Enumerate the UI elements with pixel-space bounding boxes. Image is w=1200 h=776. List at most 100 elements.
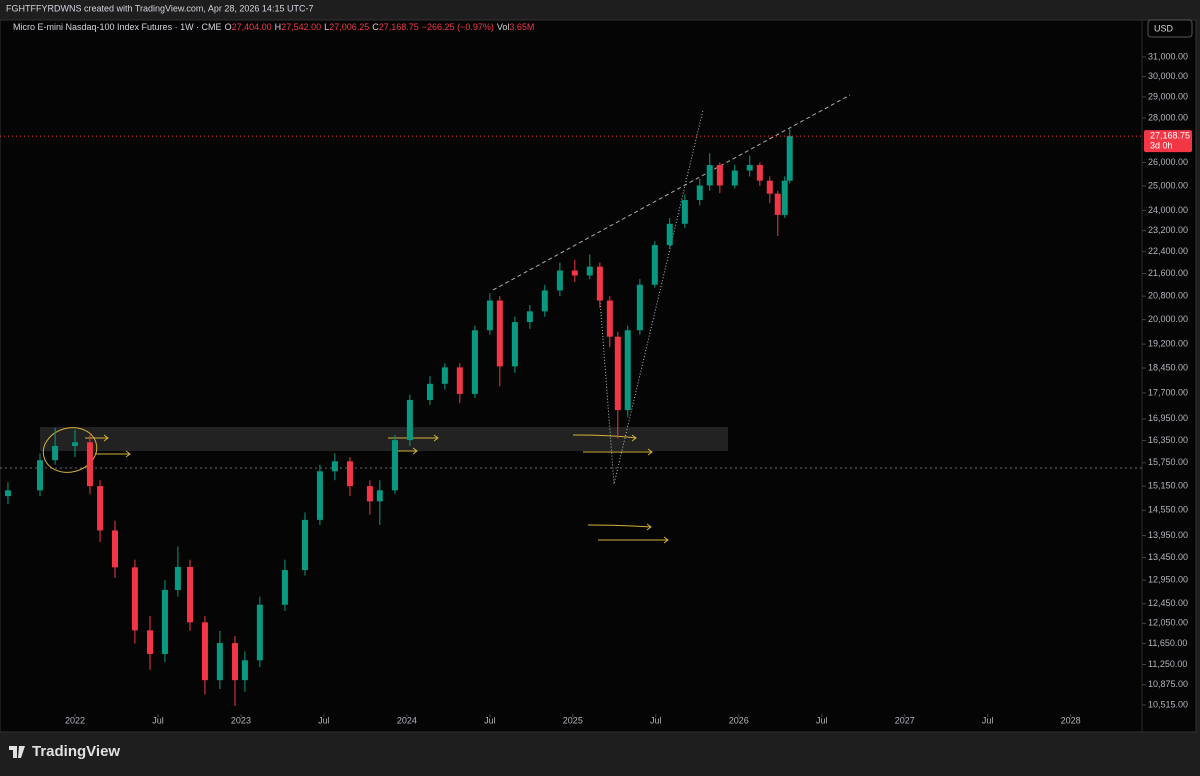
y-tick-label: 20,000.00 (1148, 314, 1188, 324)
chart-pane (0, 19, 1197, 733)
currency-button[interactable] (1147, 19, 1193, 38)
candle-body (526, 311, 533, 323)
symbol-legend: Micro E-mini Nasdaq-100 Index Futures · … (13, 22, 534, 32)
candle-body (301, 519, 308, 571)
brand-logo (9, 746, 25, 758)
candle-body (571, 270, 578, 276)
zone (40, 427, 728, 451)
y-tick-label: 13,450.00 (1148, 552, 1188, 562)
candle-body (766, 180, 773, 194)
candle-body (441, 367, 448, 384)
y-tick-label: 18,450.00 (1148, 362, 1188, 372)
y-tick-label: 22,400.00 (1148, 246, 1188, 256)
candle-body (696, 185, 703, 201)
y-tick-label: 25,000.00 (1148, 180, 1188, 190)
candle-body (4, 490, 11, 497)
candle-body (256, 604, 263, 661)
ohlc-value: 27,542.00 (281, 22, 321, 32)
candle-body (746, 164, 753, 171)
candle-body (131, 567, 138, 631)
symbol: Micro E-mini Nasdaq-100 Index Futures · … (13, 22, 222, 32)
candle-body (111, 530, 118, 568)
candle-body (731, 170, 738, 186)
candle-body (97, 486, 104, 531)
candle-body (596, 266, 603, 301)
candle-body (781, 180, 788, 215)
candle-body (774, 193, 781, 215)
currency[interactable]: USD (1154, 23, 1174, 33)
candle-body (201, 622, 208, 681)
arrows (42, 427, 669, 544)
price-tag-price: 27,168.75 (1150, 130, 1190, 140)
brand: TradingView (32, 743, 120, 760)
trendline (492, 94, 851, 291)
x-tick-label: 2024 (397, 715, 417, 725)
plot: 31,000.00 30,000.00 29,000.00 28,000.00 26,0… (0, 51, 1192, 725)
x-tick-label: Jul (152, 715, 164, 725)
candle-body (706, 164, 713, 186)
candle-body (72, 442, 79, 446)
candle-body (216, 643, 223, 681)
credit: FGHTFFYRDWNS created with TradingView.co… (6, 3, 313, 13)
candle-body (651, 245, 658, 285)
candle-body (471, 330, 478, 394)
y-tick-label: 19,200.00 (1148, 339, 1188, 349)
candle-body (541, 290, 548, 312)
candle-body (556, 270, 563, 291)
candle-body (376, 490, 383, 502)
y-tick-label: 29,000.00 (1148, 91, 1188, 101)
ohlc-value: 27,168.75 (379, 22, 419, 32)
x-tick-label: 2028 (1061, 715, 1081, 725)
y-tick-label: 15,750.00 (1148, 457, 1188, 467)
ohlc-label: H (275, 22, 282, 32)
candle-body (511, 322, 518, 367)
candle-body (681, 200, 688, 224)
y-tick-label: 21,600.00 (1148, 268, 1188, 278)
candle-body (281, 570, 288, 605)
change: −266.25 (−0.97%) (422, 22, 494, 32)
x-tick-label: 2027 (895, 715, 915, 725)
x-tick-label: 2023 (231, 715, 251, 725)
candle-body (331, 461, 338, 472)
candle-body (786, 136, 793, 181)
y-tick-label: 12,050.00 (1148, 618, 1188, 628)
candle-body (187, 566, 194, 623)
y-tick-label: 30,000.00 (1148, 71, 1188, 81)
volume-label: Vol (497, 22, 510, 32)
candle-body (486, 300, 493, 331)
x-tick-label: 2026 (729, 715, 749, 725)
candle-body (174, 566, 181, 590)
y-tick-label: 26,000.00 (1148, 157, 1188, 167)
x-tick-label: Jul (484, 715, 496, 725)
y-tick-label: 10,875.00 (1148, 679, 1188, 689)
y-tick-label: 14,550.00 (1148, 505, 1188, 515)
candle-body (496, 300, 503, 367)
candle-body (456, 367, 463, 394)
volume-value: 3.65M (509, 22, 534, 32)
candle-body (636, 284, 643, 331)
y-tick-label: 12,450.00 (1148, 598, 1188, 608)
candle-body (391, 440, 398, 491)
ohlc-label: C (372, 22, 379, 32)
x-tick-label: 2025 (563, 715, 583, 725)
candle-body (624, 330, 631, 411)
candle-body (756, 164, 763, 181)
y-tick-label: 17,700.00 (1148, 387, 1188, 397)
x-tick-label: 2022 (65, 715, 85, 725)
y-tick-label: 13,950.00 (1148, 530, 1188, 540)
ohlc-value: 27,006.25 (329, 22, 369, 32)
y-tick-label: 10,515.00 (1148, 699, 1188, 709)
x-tick-label: Jul (318, 715, 330, 725)
y-tick-label: 11,650.00 (1148, 638, 1187, 648)
candle-body (606, 300, 613, 337)
y-tick-label: 16,950.00 (1148, 413, 1188, 423)
x-tick-label: Jul (650, 715, 662, 725)
candle-body (241, 660, 248, 681)
ohlc-label: L (324, 22, 329, 32)
candle-body (316, 471, 323, 520)
x-tick-label: Jul (816, 715, 828, 725)
y-tick-label: 31,000.00 (1148, 51, 1188, 61)
candle-body (52, 445, 59, 461)
candle-body (586, 266, 593, 276)
